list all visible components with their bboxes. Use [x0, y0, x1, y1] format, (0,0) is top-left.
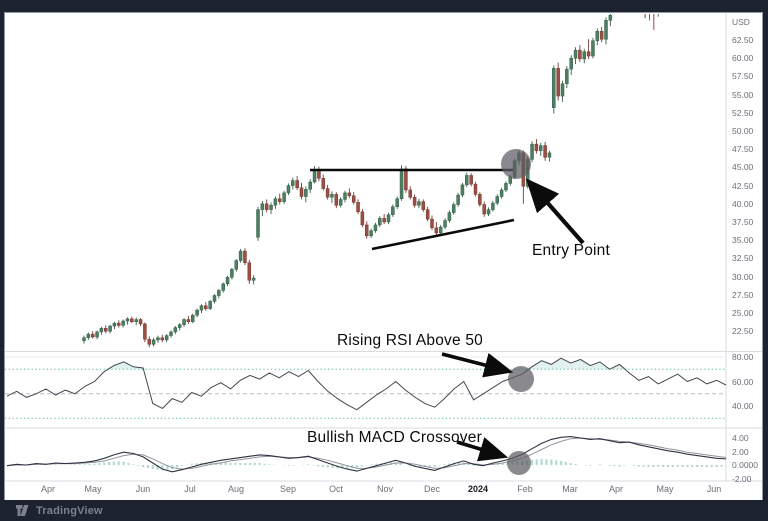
tradingview-logo-text: TradingView [36, 504, 103, 517]
macd-axis-label: 0.0000 [732, 460, 758, 470]
time-axis-label: May [656, 484, 674, 494]
tradingview-logo[interactable]: TradingView [16, 505, 103, 517]
entry-arrow [525, 178, 585, 245]
price-axis-label: 47.50 [732, 144, 754, 154]
bullish-macd-label: Bullish MACD Crossover [307, 429, 482, 446]
price-axis-unit: USD [732, 17, 750, 27]
entry-highlight-circle [501, 149, 531, 179]
time-axis-label: May [84, 484, 102, 494]
price-axis-label: 45.00 [732, 162, 754, 172]
macd-highlight-circle [507, 451, 531, 475]
time-axis-label: Jul [184, 484, 196, 494]
price-axis-label: 52.50 [732, 108, 754, 118]
time-axis-year-label: 2024 [467, 484, 489, 494]
time-axis-label: Sep [279, 484, 297, 494]
chart-canvas[interactable] [5, 13, 762, 500]
macd-arrow [456, 437, 509, 462]
price-axis-label: 55.00 [732, 90, 754, 100]
time-axis-label: Apr [40, 484, 56, 494]
price-axis-label: 57.50 [732, 71, 754, 81]
time-axis-label: Mar [562, 484, 578, 494]
time-axis-label: Nov [376, 484, 394, 494]
price-axis-label: 30.00 [732, 272, 754, 282]
bottom-bar: TradingView [0, 500, 768, 521]
time-axis-label: Jun [135, 484, 151, 494]
time-axis[interactable] [5, 481, 726, 500]
price-axis-label: 37.50 [732, 217, 754, 227]
price-axis-label: 50.00 [732, 126, 754, 136]
price-axis-label: 22.50 [732, 326, 754, 336]
time-axis-label: Aug [227, 484, 245, 494]
price-axis-label: 25.00 [732, 308, 754, 318]
time-axis-label: Feb [517, 484, 533, 494]
rsi-highlight-circle [508, 366, 534, 392]
rsi-arrow [441, 352, 514, 378]
time-axis-label: Oct [328, 484, 344, 494]
macd-axis-label: 4.00 [732, 433, 749, 443]
time-axis-label: Apr [608, 484, 624, 494]
price-axis-label: 62.50 [732, 35, 754, 45]
entry-point-label: Entry Point [532, 242, 611, 259]
time-axis-label: Dec [423, 484, 441, 494]
rsi-axis-label: 40.00 [732, 401, 754, 411]
rising-rsi-label: Rising RSI Above 50 [337, 332, 483, 349]
chart-panel[interactable]: USD 62.50 60.00 57.50 55.00 52.50 50.00 47.50 45… [5, 13, 762, 500]
macd-axis-label: 2.00 [732, 447, 749, 457]
price-axis-label: 60.00 [732, 53, 754, 63]
price-axis-label: 27.50 [732, 290, 754, 300]
rsi-axis-label: 60.00 [732, 377, 754, 387]
tradingview-logo-icon [16, 505, 29, 516]
price-axis-label: 32.50 [732, 253, 754, 263]
price-axis-label: 40.00 [732, 199, 754, 209]
macd-axis-label: -2.00 [732, 474, 752, 484]
support-trendline [371, 218, 515, 251]
price-axis[interactable] [726, 13, 762, 481]
rsi-axis-label: 80.00 [732, 352, 754, 362]
time-axis-label: Jun [706, 484, 722, 494]
price-axis-label: 35.00 [732, 235, 754, 245]
price-axis-label: 42.50 [732, 181, 754, 191]
